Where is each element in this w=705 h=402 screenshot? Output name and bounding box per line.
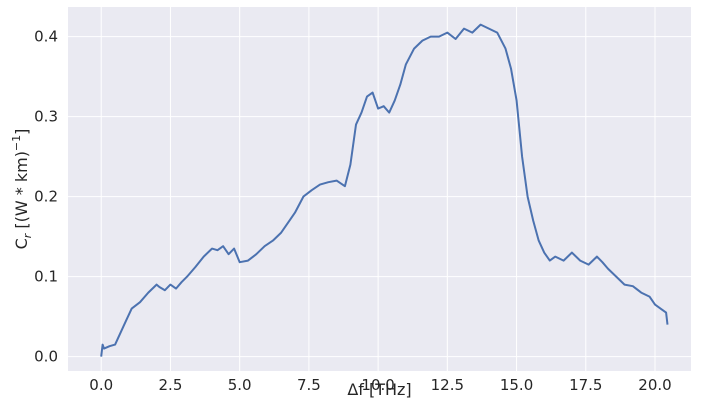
x-tick-label: 15.0 <box>500 376 533 394</box>
x-axis-label: Δf [THz] <box>347 380 411 399</box>
y-axis-label-rest: [(W * km) <box>12 151 31 234</box>
series-layer <box>100 23 669 357</box>
plot-background <box>68 7 691 371</box>
x-tick-label: 5.0 <box>228 376 252 394</box>
x-tick-label: 20.0 <box>638 376 671 394</box>
x-tick-label: 7.5 <box>297 376 321 394</box>
y-tick-labels: 0.0 0.1 0.2 0.3 0.4 <box>34 28 58 366</box>
y-tick-label: 0.0 <box>34 348 58 366</box>
y-tick-label: 0.3 <box>34 108 58 126</box>
y-axis-label-main: C <box>12 238 31 249</box>
x-tick-label: 12.5 <box>431 376 464 394</box>
y-tick-label: 0.2 <box>34 188 58 206</box>
y-tick-label: 0.1 <box>34 268 58 286</box>
y-axis-label-subscript: r <box>21 232 34 238</box>
y-tick-label: 0.4 <box>34 28 58 46</box>
y-axis-label-close: ] <box>12 129 31 135</box>
x-tick-label: 17.5 <box>569 376 602 394</box>
grid <box>68 7 691 371</box>
x-tick-label: 0.0 <box>89 376 113 394</box>
x-tick-labels: 0.0 2.5 5.0 7.5 10.0 12.5 15.0 17.5 20.0 <box>89 376 671 394</box>
series-line <box>100 23 669 357</box>
x-tick-label: 10.0 <box>361 376 394 394</box>
x-tick-label: 2.5 <box>159 376 183 394</box>
y-axis-label-superscript: −1 <box>10 135 23 151</box>
y-axis-label: Cr [(W * km)−1] <box>10 129 34 250</box>
